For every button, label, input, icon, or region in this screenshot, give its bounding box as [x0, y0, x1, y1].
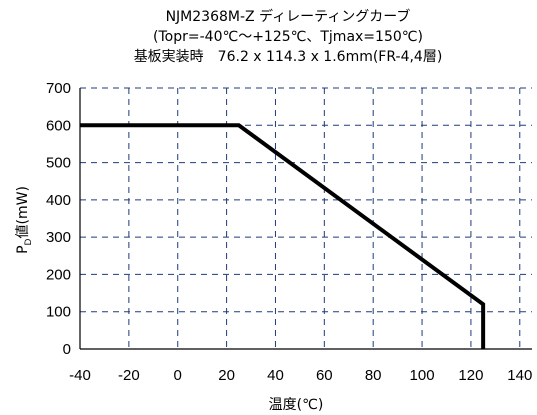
y-axis-label-rest: 値(mW) [15, 186, 31, 238]
x-tick-label: 80 [365, 367, 382, 384]
x-tick-label: -40 [69, 367, 91, 384]
chart-title-line-3: 基板実装時 76.2 x 114.3 x 1.6mm(FR-4,4層) [134, 48, 443, 65]
x-tick-label: -20 [118, 367, 140, 384]
y-axis-label-subscript: D [24, 238, 34, 245]
plot-area [79, 87, 532, 350]
y-tick-label: 0 [63, 341, 71, 358]
y-tick-label: 300 [46, 229, 71, 246]
chart-title: NJM2368M-Z ディレーティングカーブ (Topr=-40℃～+125℃、… [134, 8, 443, 65]
series-layer [80, 123, 486, 349]
y-tick-label: 500 [46, 155, 71, 172]
svg-text:PD値(mW): PD値(mW) [15, 186, 34, 254]
x-tick-label: 120 [458, 367, 483, 384]
ticks-layer: -40 -20 0 20 40 60 80 100 120 140 0 100 200 300 400 500… [46, 80, 532, 384]
y-tick-label: 400 [46, 192, 71, 209]
chart-title-line-2: (Topr=-40℃～+125℃、Tjmax=150℃) [153, 29, 423, 45]
y-axis-label-main: P [15, 245, 31, 253]
x-tick-label: 0 [174, 367, 182, 384]
x-tick-label: 100 [410, 367, 435, 384]
x-tick-label: 60 [316, 367, 333, 384]
y-tick-label: 600 [46, 117, 71, 134]
derating-curve-series-1 [80, 123, 486, 349]
chart-title-line-1: NJM2368M-Z ディレーティングカーブ [166, 8, 411, 25]
y-tick-label: 100 [46, 304, 71, 321]
x-tick-label: 20 [218, 367, 235, 384]
y-tick-label: 700 [46, 80, 71, 97]
x-tick-label: 40 [267, 367, 284, 384]
x-tick-label: 140 [507, 367, 532, 384]
plot-background [80, 88, 532, 349]
y-tick-label: 200 [46, 266, 71, 283]
x-axis-label: 温度(℃) [269, 397, 324, 413]
y-axis-label: PD値(mW) [15, 186, 34, 254]
